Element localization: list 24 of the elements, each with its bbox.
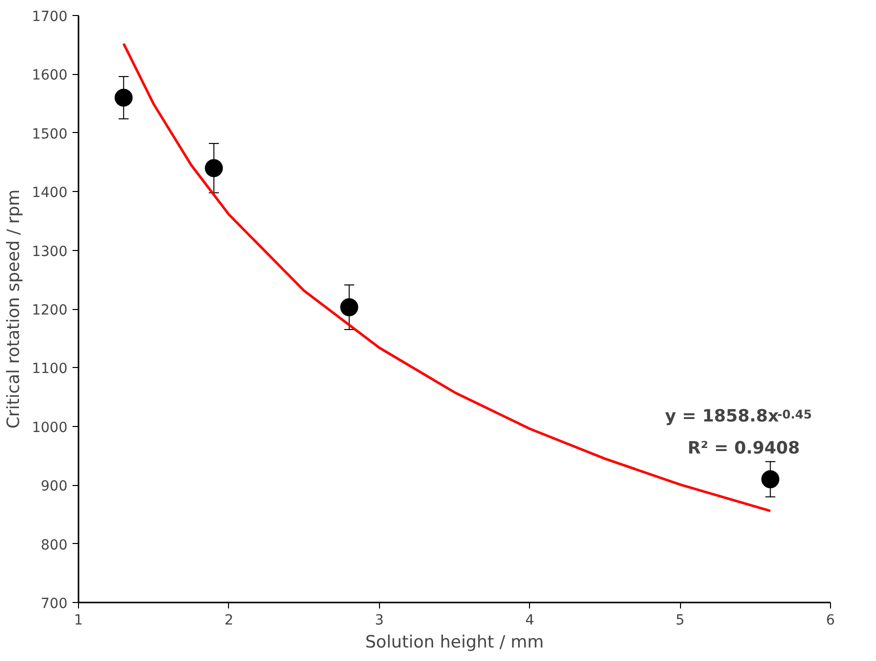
point	[761, 470, 780, 488]
x-tick-label: 3	[374, 612, 384, 628]
y-tick-label: 900	[40, 478, 68, 495]
x-tick-label: 1	[74, 612, 83, 628]
x-tick-label: 4	[525, 612, 534, 628]
y-tick-label: 1500	[32, 126, 68, 142]
y-tick-label: 1300	[32, 244, 68, 260]
y-tick-label: 1100	[32, 361, 68, 378]
point	[340, 298, 358, 316]
point	[114, 88, 133, 107]
x-tick-label: 5	[676, 612, 685, 628]
x-tick-label: 6	[826, 612, 836, 628]
x-axis-title: Solution height / mm	[365, 632, 544, 652]
y-tick-label: 700	[40, 596, 68, 612]
y-tick-label: 1400	[32, 185, 68, 202]
y-tick-label: 1600	[32, 68, 68, 84]
annotation: R² = 0.9408	[688, 438, 800, 459]
x-tick-label: 2	[224, 612, 234, 628]
y-tick-label: 800	[40, 537, 68, 554]
y-tick-label: 1000	[32, 420, 68, 436]
y-tick-label: 1700	[32, 9, 68, 25]
point	[204, 159, 223, 178]
y-axis-title: Critical rotation speed / rpm	[4, 189, 24, 429]
y-tick-label: 1200	[32, 302, 68, 318]
